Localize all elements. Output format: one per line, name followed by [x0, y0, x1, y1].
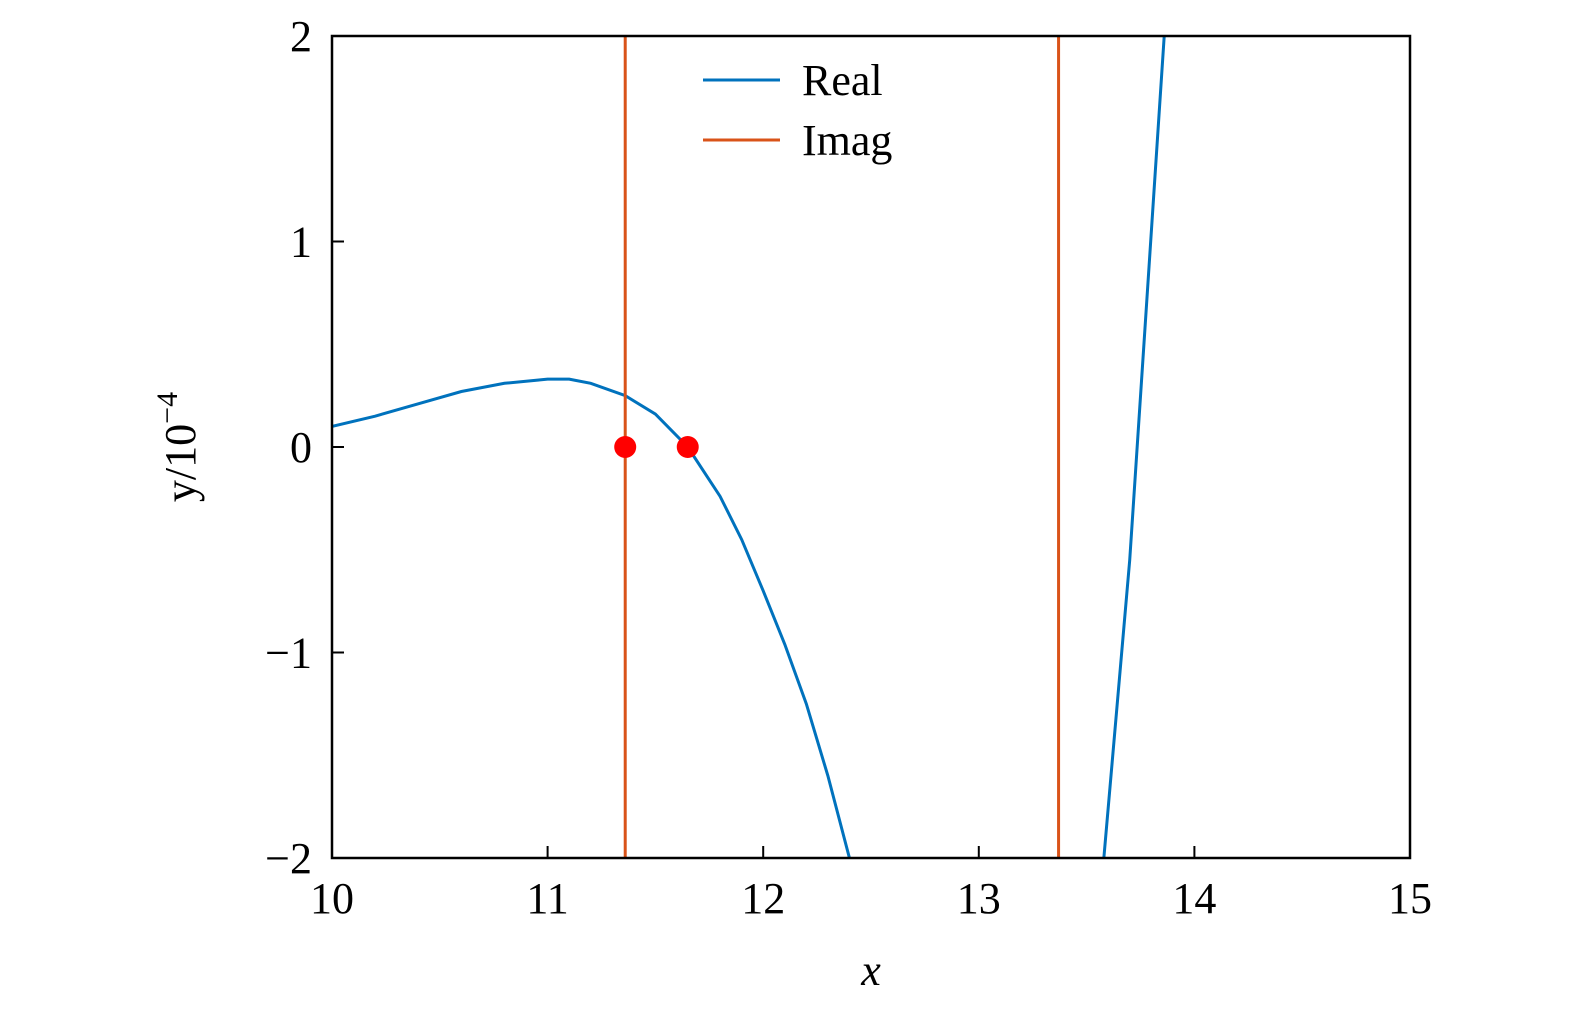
y-axis-label: y/10−4 — [151, 392, 205, 502]
y-tick-label: 0 — [290, 423, 312, 472]
x-tick-label: 10 — [310, 874, 354, 923]
x-tick-label: 11 — [526, 874, 568, 923]
y-tick-label: 2 — [290, 12, 312, 61]
y-tick-label: −1 — [265, 629, 312, 678]
point-marker — [676, 436, 699, 458]
legend-label: Real — [802, 56, 883, 105]
y-tick-label: 1 — [290, 218, 312, 267]
point-marker — [614, 436, 637, 458]
y-axis-label-exponent: −4 — [151, 392, 184, 424]
y-tick-label: −2 — [265, 834, 312, 883]
x-axis-label: x — [860, 946, 881, 995]
x-tick-label: 13 — [957, 874, 1001, 923]
plot-frame — [330, 34, 1412, 860]
x-tick-label: 12 — [741, 874, 785, 923]
x-tick-label: 15 — [1388, 874, 1432, 923]
y-axis-label-base: y/10 — [156, 424, 205, 502]
x-tick-label: 14 — [1172, 874, 1216, 923]
series-line — [332, 36, 1166, 858]
legend-label: Imag — [802, 116, 892, 165]
